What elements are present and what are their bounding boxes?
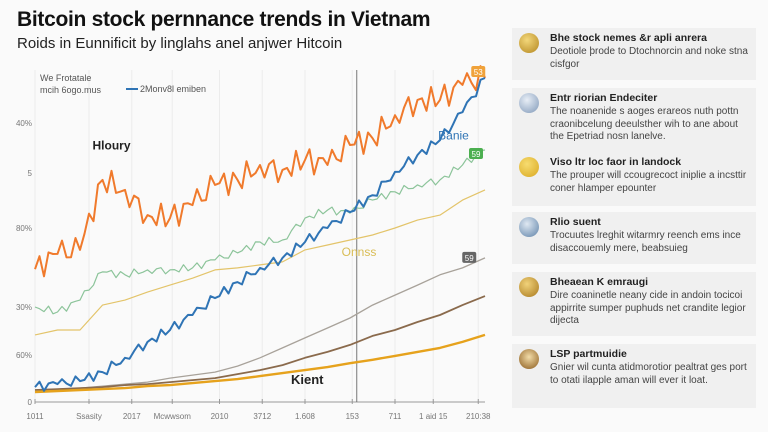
card-text: Deotiole þrode to Dtochnorcin and noke s… bbox=[550, 46, 748, 70]
series-line-brown bbox=[34, 295, 486, 391]
card-title: Bhe stock nemes &r apli anrera bbox=[550, 32, 707, 44]
card-title: Viso ltr loc faor in landock bbox=[550, 156, 682, 168]
line-chart: 1011 Ssasity 2017 Mcwwsom 2010 3712 1.608 153 71… bbox=[16, 65, 491, 421]
y-tick-label: 5 bbox=[28, 169, 33, 178]
legend-line1: We Frotatale bbox=[40, 73, 92, 83]
y-tick-label: 30% bbox=[16, 303, 32, 312]
end-tag-badge bbox=[471, 65, 486, 77]
person-icon bbox=[519, 93, 539, 113]
x-tick-label: 1011 bbox=[26, 412, 44, 421]
insight-card: Bheaean K emraugi Dire coaninetle neany … bbox=[512, 272, 756, 336]
legend-series: 2Monv8l emiben bbox=[126, 84, 206, 94]
globe-icon bbox=[519, 217, 539, 237]
card-title: Entr riorian Endeciter bbox=[550, 92, 658, 104]
series-line-green bbox=[34, 149, 486, 315]
coin-icon bbox=[519, 157, 539, 177]
x-tick-label: 3712 bbox=[253, 412, 271, 421]
chart-annotation: Hloury bbox=[92, 139, 130, 153]
series-line-yellow bbox=[34, 189, 486, 336]
x-tick-label: 1 aid 15 bbox=[419, 412, 448, 421]
x-tick-label: 2010 bbox=[211, 412, 229, 421]
insight-card: LSP partmuidie Gnier wil cunta atidmorot… bbox=[512, 344, 756, 408]
end-tag-label: 53 bbox=[474, 68, 483, 77]
card-text: The noanenide s aoges erareos nuth pottn… bbox=[550, 106, 739, 142]
card-text: The prouper will ccougrecoct iniplie a i… bbox=[550, 170, 747, 194]
x-tick-label: Ssasity bbox=[76, 412, 102, 421]
page-subtitle: Roids in Eunnificit by linglahs anel anj… bbox=[17, 35, 343, 52]
series-line-blue bbox=[34, 77, 486, 392]
y-tick-label: 0 bbox=[28, 398, 33, 407]
card-title: Rlio suent bbox=[550, 216, 601, 228]
end-tag-badge bbox=[462, 251, 477, 263]
chart-annotation: Kient bbox=[291, 372, 324, 387]
insight-card: Bhe stock nemes &r apli anrera Deotiole … bbox=[512, 28, 756, 80]
x-tick-label: 2017 bbox=[123, 412, 141, 421]
insight-card: Rlio suent Trocuutes lreghit witarmry re… bbox=[512, 212, 756, 264]
card-title: LSP partmuidie bbox=[550, 348, 627, 360]
page-title: Bitcoin stock pernnance trends in Vietna… bbox=[17, 8, 431, 31]
legend-line2: mcih 6ogo.mus bbox=[40, 85, 102, 95]
x-tick-label: 153 bbox=[346, 412, 360, 421]
gold-coin-icon bbox=[519, 277, 539, 297]
chart-annotation: Banie bbox=[438, 129, 469, 143]
end-tag-badge bbox=[469, 147, 483, 159]
end-tag-label: 59 bbox=[465, 254, 474, 263]
y-tick-label: 40% bbox=[16, 119, 32, 128]
insight-card: Entr riorian Endeciter The noanenide s a… bbox=[512, 88, 756, 152]
legend-swatch bbox=[126, 88, 138, 90]
series-line-orange bbox=[34, 65, 486, 278]
legend-series-label: 2Monv8l emiben bbox=[140, 84, 207, 94]
x-tick-label: 210:38 bbox=[466, 412, 491, 421]
card-title: Bheaean K emraugi bbox=[550, 276, 649, 288]
x-tick-label: 711 bbox=[389, 412, 402, 421]
card-text: Gnier wil cunta atidmorotior pealtrat ge… bbox=[550, 362, 747, 386]
gold-coin-icon bbox=[519, 33, 539, 53]
series-line-gold bbox=[34, 333, 486, 394]
chart-annotation: Onnss bbox=[342, 245, 377, 259]
card-text: Trocuutes lreghit witarmry reench ems in… bbox=[550, 230, 741, 254]
y-tick-label: 60% bbox=[16, 351, 32, 360]
series-line-gray bbox=[34, 257, 486, 391]
avatar-icon bbox=[519, 349, 539, 369]
chart-legend: We Frotatale mcih 6ogo.mus bbox=[40, 72, 101, 96]
insight-card: Viso ltr loc faor in landock The prouper… bbox=[512, 152, 756, 206]
y-tick-label: 80% bbox=[16, 224, 32, 233]
x-tick-label: Mcwwsom bbox=[154, 412, 192, 421]
card-text: Dire coaninetle neany cide in andoin toc… bbox=[550, 290, 746, 326]
end-tag-label: 59 bbox=[472, 150, 481, 159]
x-tick-label: 1.608 bbox=[295, 412, 316, 421]
